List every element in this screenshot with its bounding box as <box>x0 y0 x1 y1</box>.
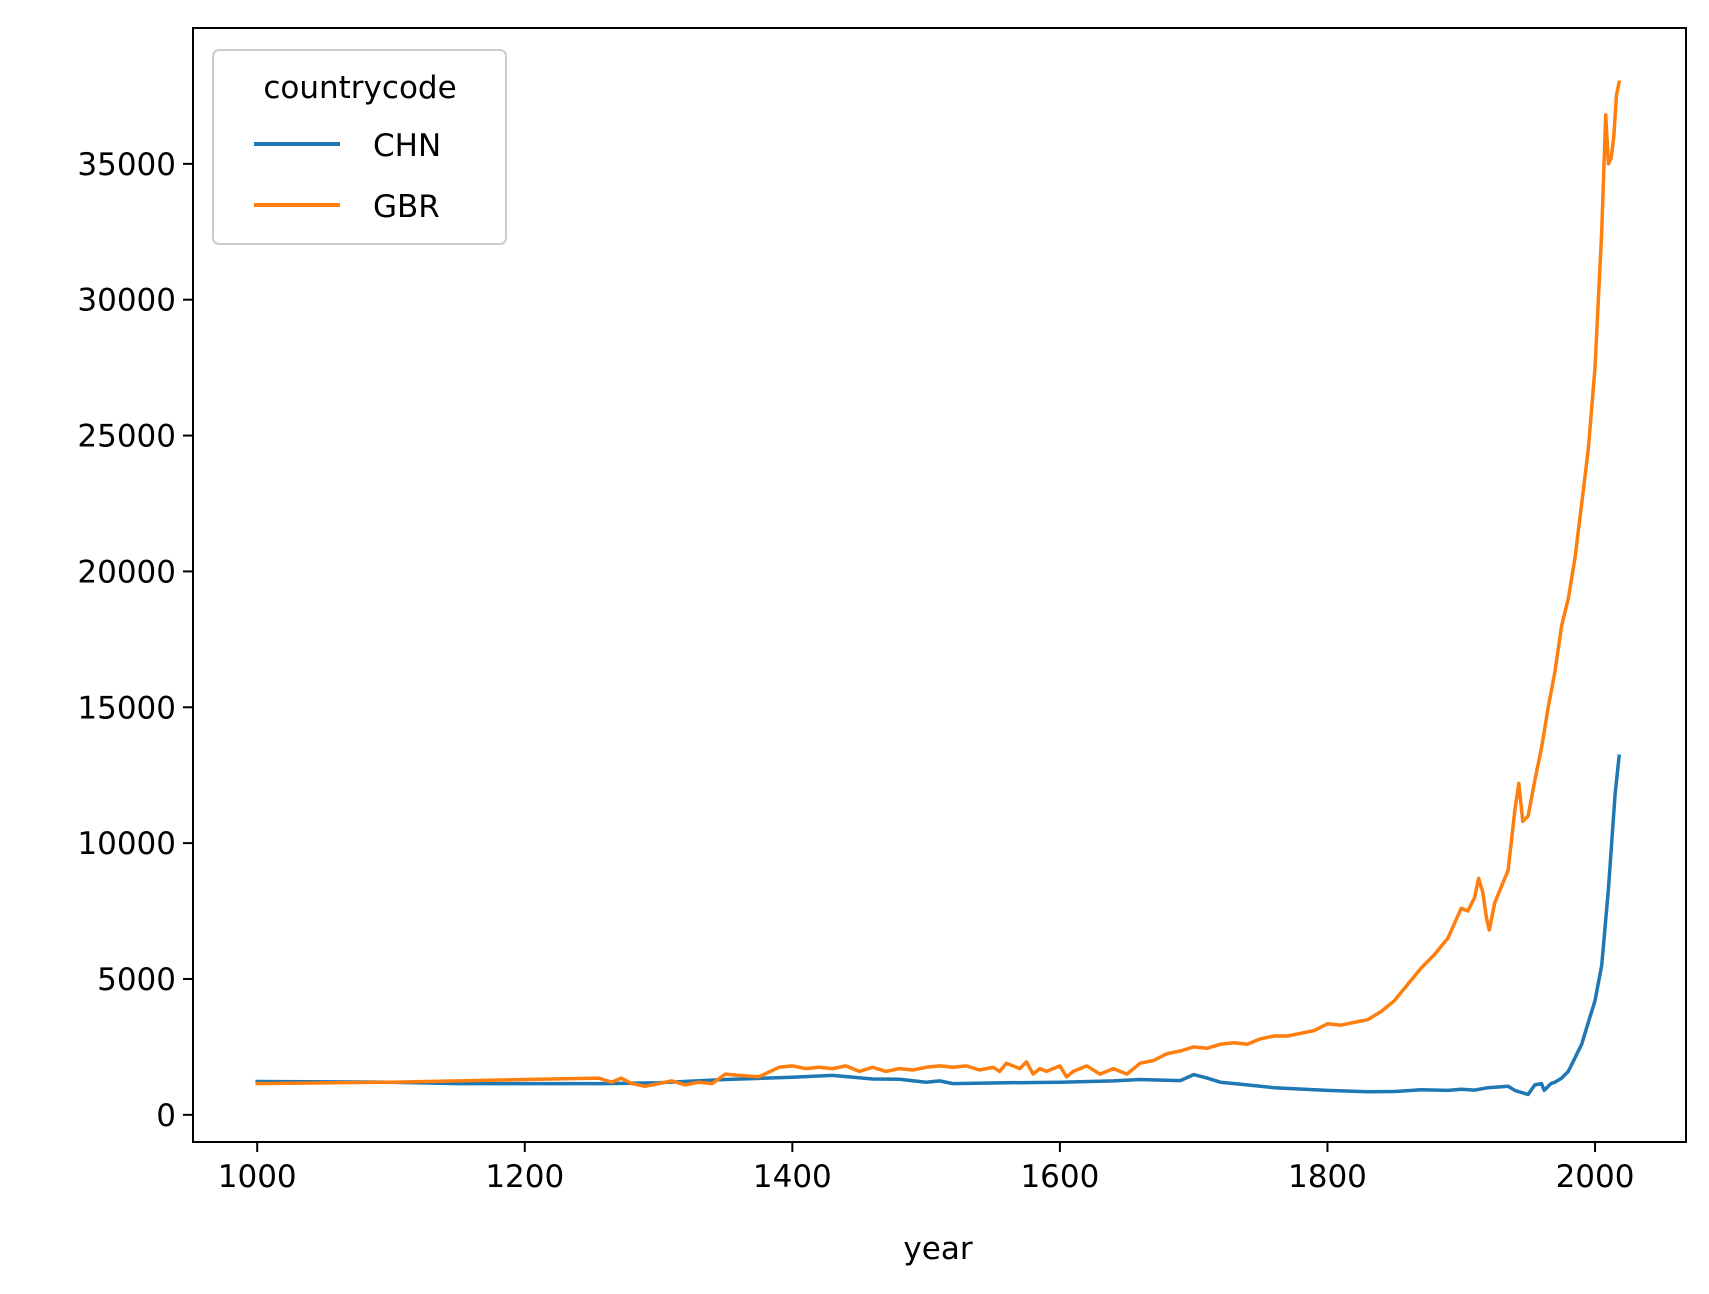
legend-label-chn: CHN <box>373 128 441 164</box>
x-tick-label: 1000 <box>218 1159 297 1195</box>
x-tick-label: 1200 <box>485 1159 564 1195</box>
series-line-chn <box>255 754 1622 1097</box>
x-axis-label: year <box>903 1231 972 1267</box>
y-tick-label: 30000 <box>77 283 176 319</box>
x-tick-label: 1600 <box>1020 1159 1099 1195</box>
y-tick-label: 20000 <box>77 554 176 590</box>
legend-label-gbr: GBR <box>373 189 440 225</box>
x-tick-label: 1800 <box>1288 1159 1367 1195</box>
y-tick-label: 5000 <box>97 962 176 998</box>
y-tick-label: 10000 <box>77 826 176 862</box>
series-line-gbr <box>255 80 1622 1089</box>
y-tick-label: 0 <box>156 1098 176 1134</box>
legend-title: countrycode <box>263 70 456 106</box>
y-tick-label: 25000 <box>77 419 176 455</box>
plot-frame <box>192 27 1687 1143</box>
legend-frame <box>212 49 507 245</box>
x-tick-label: 2000 <box>1556 1159 1635 1195</box>
plot-area <box>255 80 1622 1097</box>
axes: 1000 1200 1400 1600 1800 20000500010000150002… <box>77 27 1687 1195</box>
y-tick-label: 15000 <box>77 690 176 726</box>
legend: countrycode CHN GBR <box>212 49 507 245</box>
x-tick-label: 1400 <box>753 1159 832 1195</box>
y-tick-label: 35000 <box>77 147 176 183</box>
